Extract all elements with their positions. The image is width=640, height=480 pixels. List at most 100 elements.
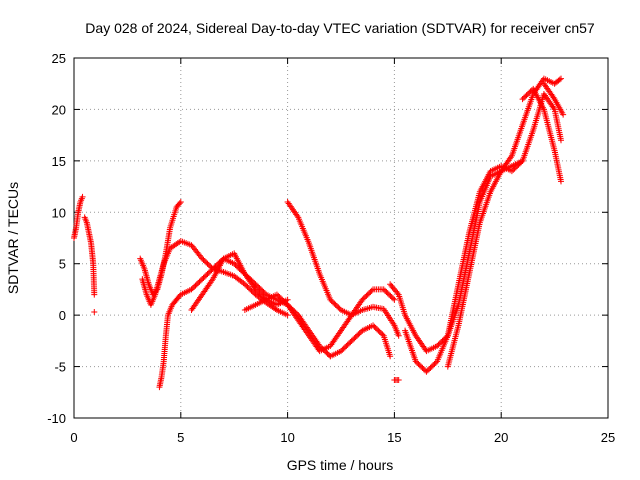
data-point bbox=[416, 362, 423, 369]
data-point bbox=[438, 339, 445, 346]
data-point bbox=[256, 285, 263, 292]
series-track-10 bbox=[327, 322, 394, 360]
data-point bbox=[336, 305, 343, 312]
data-point bbox=[260, 289, 267, 295]
data-point bbox=[388, 294, 395, 301]
data-point bbox=[342, 344, 349, 351]
data-point bbox=[395, 376, 402, 383]
data-point bbox=[207, 268, 214, 275]
data-point bbox=[257, 291, 264, 298]
data-point bbox=[188, 286, 195, 293]
axis-ticks: 0 5 10 15 20 25 -10 -5 0 5 10 15 20 25 bbox=[47, 51, 615, 445]
data-point bbox=[558, 137, 565, 144]
x-tick-label: 15 bbox=[387, 430, 401, 445]
series-track-12 bbox=[387, 157, 526, 355]
data-point bbox=[331, 300, 338, 307]
data-point bbox=[432, 359, 439, 366]
data-point bbox=[412, 358, 419, 365]
data-point bbox=[248, 287, 255, 294]
data-point bbox=[257, 286, 264, 293]
data-point bbox=[276, 294, 283, 301]
x-axis-label: GPS time / hours bbox=[287, 457, 394, 473]
data-point bbox=[558, 178, 565, 185]
data-point bbox=[335, 304, 342, 311]
data-point bbox=[247, 286, 254, 293]
data-point bbox=[384, 290, 391, 297]
y-tick-label: 0 bbox=[59, 308, 66, 323]
data-point bbox=[512, 164, 519, 171]
data-point bbox=[519, 96, 526, 103]
data-point bbox=[212, 263, 219, 270]
data-point bbox=[518, 159, 525, 166]
data-point bbox=[79, 193, 86, 200]
data-point bbox=[372, 325, 379, 331]
data-point bbox=[508, 168, 515, 175]
data-point bbox=[200, 256, 207, 263]
data-point bbox=[352, 334, 359, 340]
data-point bbox=[360, 295, 367, 302]
data-point bbox=[391, 296, 398, 303]
series-track-9 bbox=[284, 199, 402, 339]
data-point bbox=[435, 341, 442, 348]
data-point bbox=[256, 290, 263, 297]
data-point bbox=[191, 283, 198, 290]
data-point bbox=[259, 287, 266, 294]
x-tick-label: 0 bbox=[70, 430, 77, 445]
data-point bbox=[382, 287, 389, 294]
data-point bbox=[376, 328, 383, 335]
data-point bbox=[520, 94, 527, 101]
data-point bbox=[273, 291, 280, 298]
data-point bbox=[395, 332, 402, 339]
series-track-3 bbox=[91, 309, 98, 316]
data-point bbox=[348, 337, 355, 344]
data-point bbox=[91, 291, 98, 298]
data-point bbox=[245, 285, 252, 292]
data-point bbox=[324, 350, 331, 357]
data-point bbox=[192, 282, 199, 289]
chart-title: Day 028 of 2024, Sidereal Day-to-day VTE… bbox=[85, 20, 595, 36]
data-point bbox=[204, 271, 211, 277]
data-point bbox=[333, 303, 340, 310]
data-point bbox=[431, 361, 438, 367]
data-point bbox=[203, 272, 210, 279]
data-point bbox=[244, 283, 251, 290]
data-point bbox=[514, 163, 521, 169]
series-track-14 bbox=[444, 75, 565, 370]
data-point bbox=[195, 280, 202, 286]
series-track-13 bbox=[402, 91, 565, 375]
y-tick-label: 5 bbox=[59, 257, 66, 272]
x-tick-label: 10 bbox=[280, 430, 294, 445]
data-point bbox=[343, 343, 350, 349]
data-point bbox=[359, 296, 366, 303]
data-point bbox=[201, 258, 208, 265]
data-point bbox=[204, 260, 211, 267]
data-point bbox=[558, 75, 565, 82]
data-point bbox=[378, 330, 385, 337]
data-point bbox=[364, 291, 371, 298]
data-point bbox=[261, 290, 268, 297]
data-point bbox=[193, 281, 200, 288]
data-point bbox=[556, 76, 563, 83]
data-point bbox=[329, 299, 336, 306]
data-point bbox=[383, 289, 390, 295]
data-point bbox=[350, 336, 357, 343]
data-point bbox=[339, 346, 346, 353]
data-point bbox=[380, 286, 387, 293]
x-tick-label: 20 bbox=[494, 430, 508, 445]
data-point bbox=[374, 326, 381, 333]
data-point bbox=[199, 255, 206, 262]
data-point bbox=[207, 263, 214, 270]
data-point bbox=[415, 361, 422, 367]
y-tick-label: 25 bbox=[52, 51, 66, 66]
data-point bbox=[414, 359, 421, 366]
data-point bbox=[427, 364, 434, 371]
data-point bbox=[197, 277, 204, 284]
data-point bbox=[338, 348, 344, 355]
data-point bbox=[280, 298, 287, 304]
data-point bbox=[252, 286, 259, 293]
data-point bbox=[201, 273, 208, 280]
data-point bbox=[284, 312, 291, 319]
data-point bbox=[260, 294, 267, 301]
data-point bbox=[209, 265, 216, 272]
